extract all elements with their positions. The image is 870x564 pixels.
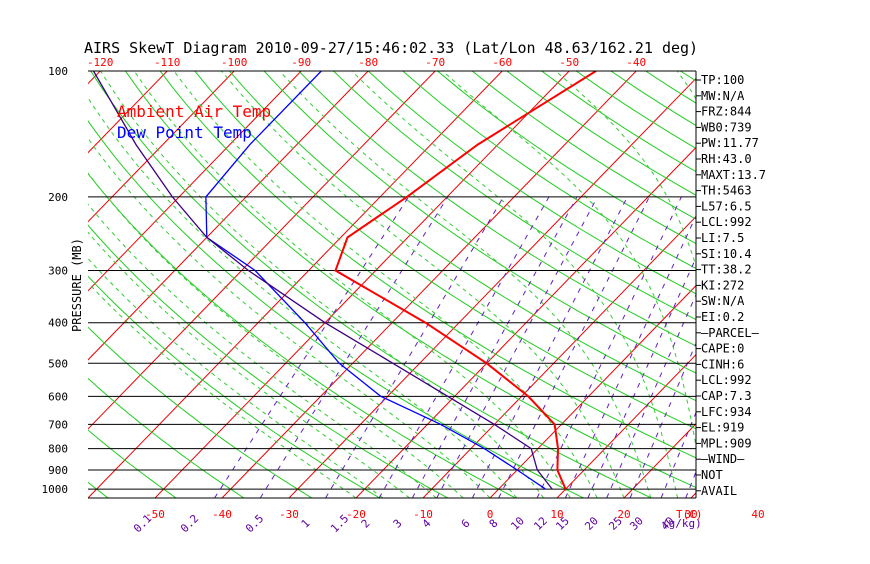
bottom-temp-tick-label--40: -40	[212, 508, 232, 521]
side-label-6: MAXT:13.7	[701, 168, 766, 182]
side-label-8: L57:6.5	[701, 199, 752, 213]
isotherm-0	[490, 71, 870, 498]
side-label-5: RH:43.0	[701, 152, 752, 166]
side-label-15: EI:0.2	[701, 310, 744, 324]
side-label-2: FRZ:844	[701, 105, 752, 119]
isotherm-50	[825, 71, 870, 498]
dry-adiabat-240	[854, 71, 870, 498]
pressure-tick-label-300: 300	[48, 265, 68, 278]
isotherm-40	[758, 71, 870, 498]
top-temp-tick-label--100: -100	[221, 56, 248, 69]
pressure-tick-label-200: 200	[48, 191, 68, 204]
side-label-12: TT:38.2	[701, 263, 752, 277]
side-label-21: LFC:934	[701, 405, 752, 419]
isotherm--120	[0, 71, 100, 498]
side-label-9: LCL:992	[701, 215, 752, 229]
isotherm--30	[289, 71, 703, 498]
top-temp-tick-label--70: -70	[425, 56, 445, 69]
side-label-7: TH:5463	[701, 184, 752, 198]
dry-adiabat-70	[264, 71, 870, 498]
side-label-0: TP:100	[701, 73, 744, 87]
dry-adiabat-210	[750, 71, 870, 498]
mixing-ratio-line-5	[437, 197, 598, 498]
dry-adiabat-120	[438, 71, 870, 498]
side-label-11: SI:10.4	[701, 247, 752, 261]
dry-adiabat-90	[334, 71, 870, 498]
dry-adiabat-60	[229, 71, 870, 498]
dry-adiabat-110	[403, 71, 870, 498]
dry-adiabat-50	[195, 71, 856, 498]
mixing-ratio-label-10: 10	[508, 514, 527, 533]
isotherm--40	[222, 71, 636, 498]
mixing-ratio-label-9: 8	[487, 517, 501, 531]
legend-dew-point-temp: Dew Point Temp	[117, 123, 252, 142]
mixing-ratio-label-11: 12	[531, 514, 550, 533]
pressure-tick-label-600: 600	[48, 390, 68, 403]
dry-adiabat-140	[507, 71, 870, 498]
top-temp-tick-label--110: -110	[154, 56, 181, 69]
side-label-24: —WIND—	[701, 452, 745, 466]
mixing-ratio-label-13: 20	[582, 514, 601, 533]
chart-title: AIRS SkewT Diagram 2010-09-27/15:46:02.3…	[84, 39, 698, 57]
mixing-ratio-line-7	[499, 197, 650, 498]
side-label-23: MPL:909	[701, 436, 752, 450]
mixing-ratio-label-2: 0.5	[243, 512, 266, 535]
side-label-22: EL:919	[701, 421, 744, 435]
y-axis-label: PRESSURE (MB)	[70, 238, 84, 332]
side-label-26: AVAIL	[701, 484, 737, 498]
pressure-tick-label-800: 800	[48, 443, 68, 456]
side-label-4: PW:11.77	[701, 136, 759, 150]
side-label-16: —PARCEL—	[701, 326, 760, 340]
pressure-tick-label-500: 500	[48, 357, 68, 370]
side-label-19: LCL:992	[701, 373, 752, 387]
pressure-tick-label-1000: 1000	[42, 483, 69, 496]
pressure-tick-label-700: 700	[48, 418, 68, 431]
side-label-25: NOT	[701, 468, 723, 482]
side-label-10: LI:7.5	[701, 231, 744, 245]
side-label-20: CAP:7.3	[701, 389, 752, 403]
side-label-1: MW:N/A	[701, 89, 745, 103]
bottom-temp-tick-label--30: -30	[279, 508, 299, 521]
dry-adiabat-230	[819, 71, 870, 498]
pressure-tick-label-900: 900	[48, 464, 68, 477]
isotherm--130	[0, 71, 33, 498]
mixing-ratio-line-1	[260, 197, 448, 498]
isotherm-20	[624, 71, 870, 498]
top-temp-tick-label--80: -80	[358, 56, 378, 69]
mixing-ratio-label-6: 3	[391, 517, 405, 531]
pressure-tick-label-400: 400	[48, 317, 68, 330]
side-label-14: SW:N/A	[701, 294, 745, 308]
side-label-17: CAPE:0	[701, 342, 744, 356]
mixing-ratio-label-8: 6	[459, 517, 473, 531]
mixing-ratio-label-3: 1	[299, 517, 313, 531]
mixing-ratio-line-16	[739, 197, 848, 498]
top-temp-tick-label--50: -50	[559, 56, 579, 69]
side-label-3: WB0:739	[701, 120, 752, 134]
top-temp-tick-label--60: -60	[492, 56, 512, 69]
top-temp-tick-label--40: -40	[626, 56, 646, 69]
pressure-tick-label-100: 100	[48, 65, 68, 78]
mixing-ratio-label-1: 0.2	[178, 512, 201, 535]
mixing-ratio-unit: (g/kg)	[662, 517, 702, 530]
top-temp-tick-label--120: -120	[87, 56, 114, 69]
mixing-ratio-line-9	[565, 197, 705, 498]
top-temp-tick-label--90: -90	[291, 56, 311, 69]
dry-adiabat-220	[784, 71, 870, 498]
moist-adiabat-44	[773, 71, 788, 498]
side-label-13: KI:272	[701, 278, 744, 292]
side-label-18: CINH:6	[701, 357, 744, 371]
bottom-temp-tick-label-40: 40	[751, 508, 764, 521]
legend-ambient-air-temp: Ambient Air Temp	[117, 102, 271, 121]
